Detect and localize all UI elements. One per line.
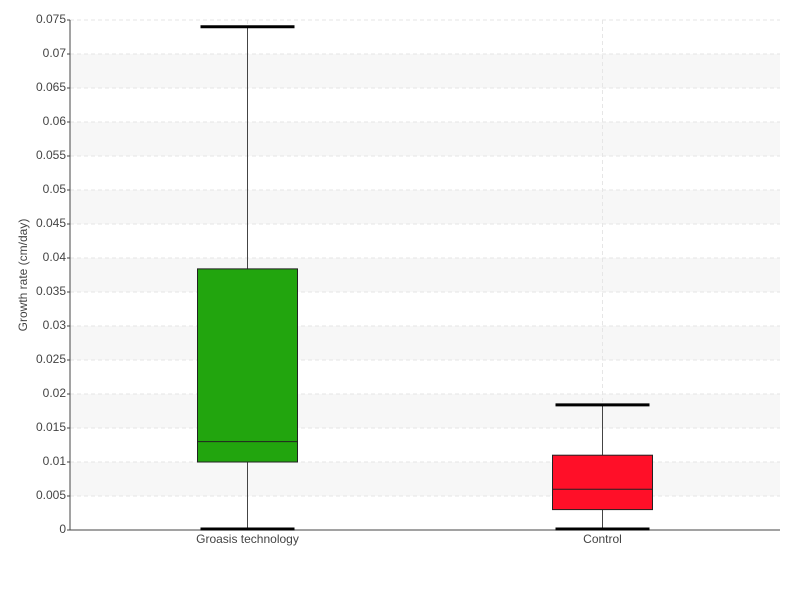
y-tick-label: 0 [59, 522, 66, 536]
y-tick-label: 0.045 [36, 216, 66, 230]
y-tick-label: 0.025 [36, 352, 66, 366]
grid-band [70, 190, 780, 224]
x-tick-label: Groasis technology [196, 532, 299, 546]
y-tick-label: 0.035 [36, 284, 66, 298]
grid-band [70, 258, 780, 292]
y-tick-label: 0.015 [36, 420, 66, 434]
y-tick-label: 0.06 [43, 114, 67, 128]
y-tick-label: 0.075 [36, 12, 66, 26]
y-tick-label: 0.005 [36, 488, 66, 502]
y-tick-label: 0.065 [36, 80, 66, 94]
y-axis-label: Growth rate (cm/day) [16, 219, 30, 332]
x-tick-label: Control [583, 532, 622, 546]
grid-band [70, 462, 780, 496]
y-tick-label: 0.04 [43, 250, 67, 264]
box [197, 268, 298, 463]
box [552, 454, 653, 511]
y-tick-label: 0.02 [43, 386, 67, 400]
y-tick-label: 0.07 [43, 46, 67, 60]
y-tick-label: 0.055 [36, 148, 66, 162]
y-tick-label: 0.01 [43, 454, 67, 468]
grid-band [70, 326, 780, 360]
y-tick-label: 0.05 [43, 182, 67, 196]
grid-band [70, 122, 780, 156]
grid-band [70, 394, 780, 428]
y-tick-label: 0.03 [43, 318, 67, 332]
grid-band [70, 54, 780, 88]
